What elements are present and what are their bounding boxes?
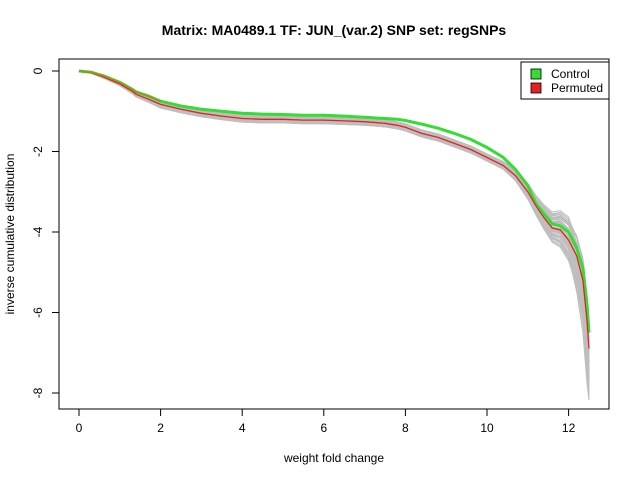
y-tick-label: -8 xyxy=(31,387,45,398)
y-tick-label: -4 xyxy=(31,226,45,237)
legend-label-control: Control xyxy=(551,67,590,81)
x-tick-label: 6 xyxy=(320,421,327,435)
x-axis-title: weight fold change xyxy=(283,451,384,465)
x-tick-label: 4 xyxy=(239,421,246,435)
legend-swatch-permuted xyxy=(530,82,542,94)
x-tick-label: 0 xyxy=(76,421,83,435)
series-layer xyxy=(78,69,591,349)
series-line-permuted xyxy=(78,70,590,349)
y-axis-title: inverse cumulative distribution xyxy=(3,154,17,315)
y-tick-label: -2 xyxy=(31,146,45,157)
y-axis: 0 -2 -4 -6 -8 xyxy=(31,67,60,398)
legend-swatch-control xyxy=(530,68,542,80)
x-tick-label: 8 xyxy=(402,421,409,435)
y-tick-label: -6 xyxy=(31,307,45,318)
series-overlap-segment xyxy=(78,70,161,102)
x-axis: 0 2 4 6 8 10 12 xyxy=(76,408,576,435)
x-tick-label: 2 xyxy=(157,421,164,435)
chart-title: Matrix: MA0489.1 TF: JUN_(var.2) SNP set… xyxy=(162,22,507,38)
legend-label-permuted: Permuted xyxy=(551,81,603,95)
x-tick-label: 10 xyxy=(480,421,494,435)
y-tick-label: 0 xyxy=(31,67,45,74)
background-run-line xyxy=(78,70,590,378)
x-tick-label: 12 xyxy=(562,421,576,435)
legend: Control Permuted xyxy=(520,61,610,100)
background-run-line xyxy=(78,70,590,397)
